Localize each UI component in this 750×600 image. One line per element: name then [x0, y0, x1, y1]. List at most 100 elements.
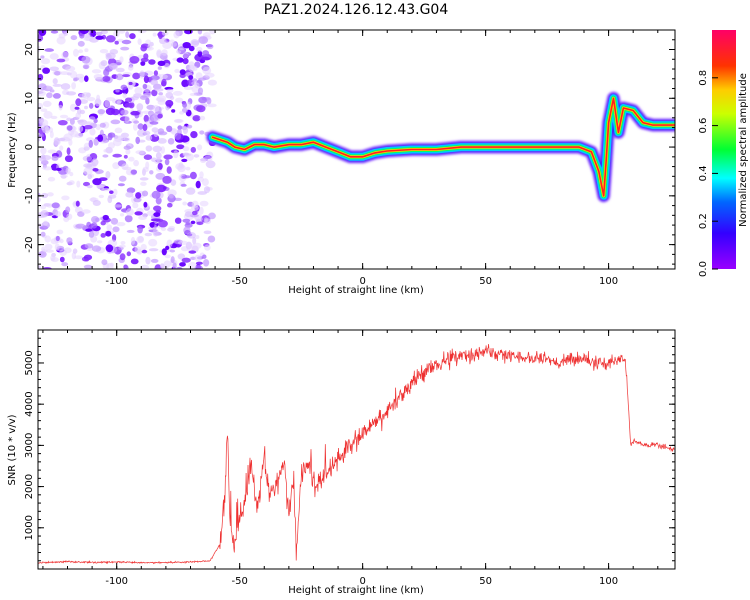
- noise-blob: [179, 69, 186, 75]
- y-tick-label: -20: [24, 236, 35, 252]
- noise-blob: [121, 39, 132, 45]
- noise-blob: [206, 43, 214, 50]
- noise-blob: [114, 127, 123, 134]
- noise-blob: [38, 90, 46, 97]
- noise-blob: [182, 42, 191, 49]
- noise-blob: [52, 93, 61, 99]
- noise-blob: [145, 135, 153, 141]
- noise-blob: [83, 65, 89, 69]
- noise-blob: [135, 150, 145, 155]
- noise-blob: [101, 259, 108, 266]
- noise-blob: [149, 222, 155, 228]
- noise-blob: [112, 98, 122, 104]
- noise-blob: [130, 110, 140, 116]
- noise-blob: [197, 144, 203, 151]
- noise-blob: [205, 160, 216, 169]
- noise-blob: [138, 30, 147, 34]
- noise-blob: [199, 206, 204, 215]
- noise-blob: [44, 243, 53, 250]
- noise-blob: [174, 119, 183, 123]
- noise-blob: [119, 253, 126, 261]
- noise-blob: [84, 105, 88, 110]
- noise-blob: [203, 230, 212, 235]
- noise-blob: [122, 74, 130, 78]
- noise-blob: [100, 233, 106, 238]
- noise-blob: [77, 40, 85, 47]
- noise-blob: [199, 200, 209, 207]
- snr-series: [38, 343, 675, 565]
- noise-blob: [135, 192, 142, 199]
- noise-blob: [196, 46, 203, 52]
- noise-blob: [93, 118, 98, 124]
- noise-blob: [155, 172, 166, 180]
- noise-blob: [47, 149, 57, 154]
- noise-blob: [188, 45, 195, 52]
- noise-blob: [200, 158, 207, 163]
- noise-blob: [157, 31, 163, 40]
- noise-blob: [175, 163, 185, 170]
- noise-blob: [78, 93, 87, 99]
- noise-blob: [105, 52, 111, 57]
- noise-blob: [92, 200, 101, 206]
- noise-blob: [132, 202, 139, 209]
- noise-blob: [176, 266, 183, 269]
- x-tick-label: -50: [232, 276, 248, 287]
- noise-blob: [100, 60, 108, 67]
- noise-blob: [63, 133, 73, 142]
- noise-blob: [103, 149, 108, 153]
- noise-blob: [186, 124, 193, 129]
- noise-blob: [201, 56, 211, 61]
- colorbar-label: Normalized spectral amplitude: [738, 73, 749, 227]
- noise-blob: [171, 42, 177, 47]
- y-tick-label: -10: [24, 188, 35, 204]
- noise-blob: [185, 166, 191, 171]
- noise-blob: [49, 89, 55, 93]
- noise-blob: [125, 191, 134, 198]
- noise-blob: [203, 259, 210, 267]
- noise-blob: [167, 202, 173, 208]
- noise-blob: [50, 255, 56, 261]
- noise-blob: [158, 220, 168, 228]
- noise-blob: [141, 190, 149, 197]
- noise-blob: [166, 239, 173, 248]
- noise-blob: [92, 168, 99, 172]
- noise-blob: [142, 123, 148, 132]
- y-tick-label: 0: [24, 144, 35, 150]
- y-tick-label: 4000: [24, 391, 35, 416]
- noise-blob: [142, 83, 148, 90]
- noise-blob: [148, 59, 156, 65]
- noise-blob: [96, 184, 104, 189]
- noise-blob: [145, 39, 152, 45]
- noise-blob: [121, 133, 126, 138]
- noise-blob: [179, 262, 186, 267]
- noise-blob: [150, 75, 160, 81]
- colorbar-tick-label: 0.6: [698, 118, 709, 134]
- ridge-band-5: [211, 97, 675, 197]
- noise-blob: [40, 231, 46, 237]
- noise-blob: [184, 211, 193, 218]
- noise-blob: [68, 180, 75, 186]
- noise-blob: [42, 220, 49, 226]
- noise-blob: [97, 134, 104, 142]
- noise-blob: [199, 115, 206, 121]
- noise-blob: [153, 83, 162, 90]
- noise-blob: [166, 166, 172, 174]
- noise-blob: [38, 197, 41, 203]
- noise-blob: [145, 256, 151, 265]
- noise-blob: [107, 132, 116, 138]
- noise-blob: [150, 258, 159, 263]
- colorbar-ticks: 0.0 0.2 0.4 0.6 0.8: [698, 70, 718, 277]
- noise-blob: [135, 136, 140, 145]
- noise-blob: [188, 250, 197, 254]
- noise-blob: [182, 201, 188, 206]
- noise-blob: [129, 56, 140, 64]
- noise-blob: [139, 70, 145, 77]
- noise-blob: [182, 146, 190, 152]
- noise-blob: [169, 39, 175, 43]
- noise-blob: [70, 35, 78, 41]
- top-y-axis-label: Frequency (Hz): [7, 112, 18, 188]
- noise-blob: [40, 147, 47, 155]
- noise-blob: [169, 95, 175, 100]
- noise-blob: [206, 97, 212, 105]
- noise-blob: [151, 190, 161, 199]
